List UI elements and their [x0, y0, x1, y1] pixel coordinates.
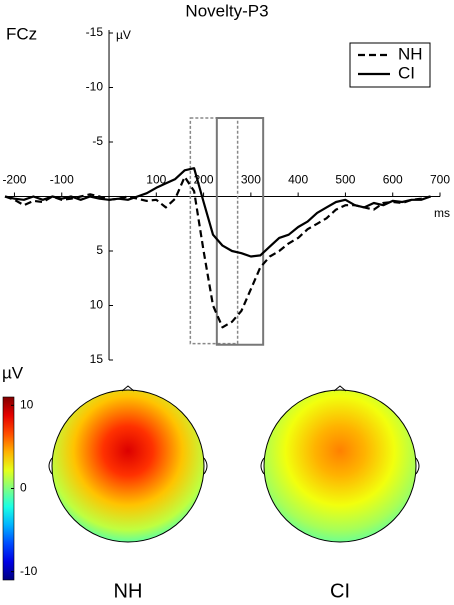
legend-box: [349, 42, 431, 88]
x-tick-label: 500: [335, 173, 355, 187]
y-tick-label: 5: [96, 243, 103, 257]
x-tick-label: 600: [383, 173, 403, 187]
y-tick-label: -15: [86, 25, 104, 39]
head-nose: [121, 385, 135, 392]
time-window: [215, 117, 265, 346]
colorbar-tick-label: 10: [20, 397, 34, 411]
colorbar-tick-label: -10: [20, 564, 38, 578]
legend-label: NH: [398, 44, 423, 63]
series-line: [4, 167, 431, 258]
time-window: [189, 117, 239, 345]
x-tick-label: 700: [430, 173, 450, 187]
colorbar-tick-label: 0: [20, 481, 27, 495]
chart-title: Novelty-P3: [185, 1, 268, 20]
x-tick-label: -200: [2, 173, 26, 187]
x-tick-label: 400: [288, 173, 308, 187]
y-tick-label: -10: [86, 80, 104, 94]
head-ear: [415, 457, 420, 475]
y-tick-label: -5: [92, 134, 103, 148]
head-nose: [333, 385, 347, 392]
x-tick-label: 100: [146, 173, 166, 187]
topomap: [263, 389, 417, 543]
colorbar-label: µV: [2, 363, 24, 382]
x-tick-label: -100: [50, 173, 74, 187]
y-unit: µV: [116, 28, 131, 42]
head-ear: [48, 457, 53, 475]
channel-label: FCz: [6, 24, 37, 43]
series-line: [4, 175, 431, 329]
topomap: [51, 389, 205, 543]
head-ear: [203, 457, 208, 475]
legend-label: CI: [398, 63, 415, 82]
y-tick-label: 15: [90, 352, 104, 366]
topomap-label: CI: [330, 580, 350, 602]
x-tick-label: 300: [241, 173, 261, 187]
topomap-label: NH: [114, 580, 143, 602]
x-unit: ms: [434, 206, 450, 220]
head-ear: [260, 457, 265, 475]
y-tick-label: 10: [90, 298, 104, 312]
